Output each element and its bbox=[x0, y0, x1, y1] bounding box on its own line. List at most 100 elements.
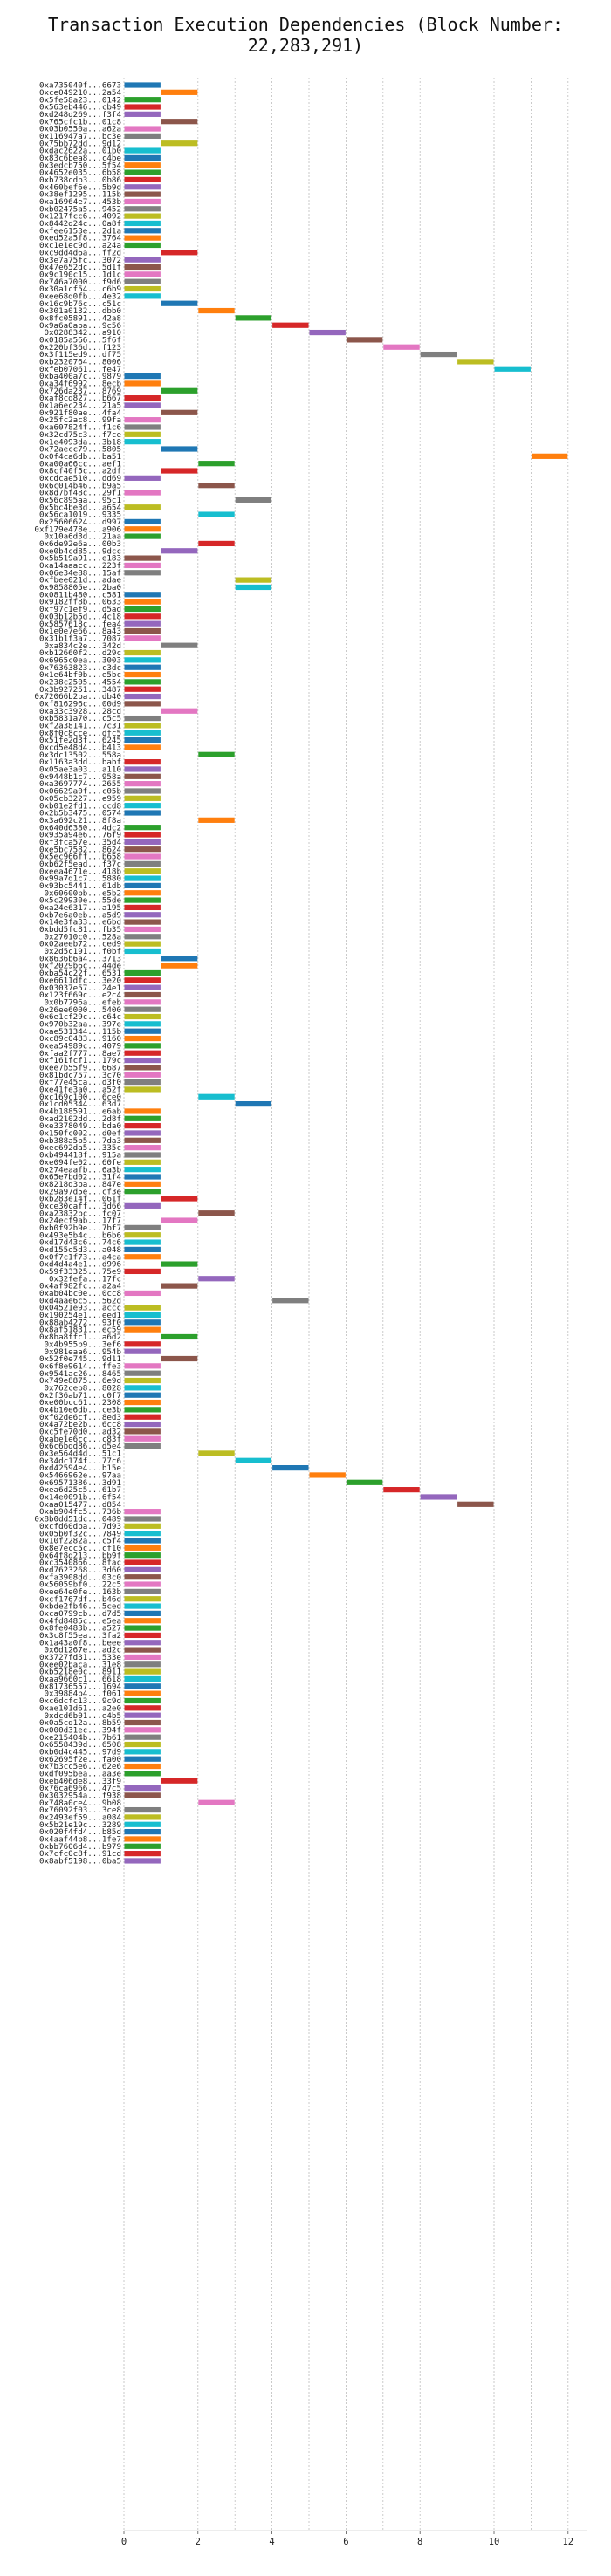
y-tick-label: 0x921f80ae...4fa4 bbox=[39, 408, 122, 418]
bar bbox=[124, 1246, 161, 1252]
bar bbox=[124, 1377, 161, 1384]
bar bbox=[161, 387, 198, 394]
y-tick-label: 0xcdcae510...dd69 bbox=[39, 474, 121, 483]
bar bbox=[124, 490, 161, 496]
bar bbox=[198, 1450, 235, 1456]
bar bbox=[124, 555, 161, 561]
y-tick-label: 0x020f4fd4...b85d bbox=[39, 1827, 121, 1837]
bar bbox=[124, 686, 161, 692]
bar bbox=[124, 1581, 161, 1587]
y-tick-label: 0xb7e6a0eb...a5d9 bbox=[39, 910, 121, 920]
bar bbox=[124, 1675, 161, 1682]
bar bbox=[198, 1276, 235, 1282]
y-tick-label: 0xa16964e7...453b bbox=[39, 197, 121, 207]
bar bbox=[124, 1843, 161, 1849]
y-tick-label: 0xec692da5...335c bbox=[39, 1143, 121, 1153]
y-tick-label: 0x8e7ecc5c...cf10 bbox=[39, 1544, 121, 1553]
bar bbox=[124, 599, 161, 605]
bar bbox=[124, 1523, 161, 1529]
bar bbox=[124, 934, 161, 940]
y-tick-label: 0x3dc13502...558a bbox=[39, 750, 121, 760]
bar bbox=[124, 1348, 161, 1354]
y-tick-label: 0xc89c0483...9160 bbox=[39, 1034, 121, 1044]
bar bbox=[124, 803, 161, 809]
y-tick-label: 0xaa9660c1...6618 bbox=[39, 1675, 121, 1684]
y-tick-labels: 0xa735040f...66730xce049210...2a540x5fe5… bbox=[34, 81, 121, 1867]
y-tick-label: 0xe6611dfc...3e20 bbox=[39, 976, 121, 985]
y-tick-label: 0x65e7bd02...31f4 bbox=[39, 1173, 122, 1182]
y-tick-label: 0x88ab4272...93f0 bbox=[39, 1318, 121, 1327]
bar bbox=[161, 1217, 198, 1223]
bar bbox=[124, 744, 161, 750]
y-tick-label: 0x1a43a0f8...beee bbox=[39, 1638, 121, 1648]
y-tick-label: 0xfaa2f777...8ae7 bbox=[39, 1049, 121, 1058]
y-tick-label: 0xb02475a5...9452 bbox=[39, 204, 121, 214]
y-tick-label: 0x4af982fc...a2a4 bbox=[39, 1282, 122, 1291]
y-tick-label: 0x9858805e...2ba0 bbox=[39, 583, 121, 593]
bar bbox=[161, 300, 198, 306]
y-tick-label: 0xb5218e0c...8911 bbox=[39, 1668, 121, 1677]
bar bbox=[309, 1472, 346, 1478]
bar bbox=[124, 613, 161, 620]
y-tick-label: 0x749e8875...6e9d bbox=[39, 1376, 121, 1386]
bar bbox=[235, 497, 272, 503]
bar bbox=[124, 1312, 161, 1319]
bar bbox=[161, 250, 198, 256]
bar bbox=[124, 1727, 161, 1733]
y-tick-label: 0xb5831a70...c5c5 bbox=[39, 714, 121, 723]
bar bbox=[124, 526, 161, 532]
y-tick-label: 0x64f8d213...bb9f bbox=[39, 1551, 121, 1560]
y-tick-label: 0x1e64bf0b...e5bc bbox=[39, 670, 121, 680]
bar bbox=[124, 1574, 161, 1580]
bar bbox=[124, 1006, 161, 1012]
bar bbox=[124, 860, 161, 867]
bar bbox=[235, 1457, 272, 1463]
y-tick-label: 0x5c29930e...55de bbox=[39, 896, 121, 906]
y-tick-label: 0x8218d3ba...847e bbox=[39, 1180, 121, 1189]
y-tick-label: 0x3e7a75fc...3072 bbox=[39, 256, 121, 265]
y-tick-label: 0x99a7d1c7...5880 bbox=[39, 874, 121, 884]
y-tick-label: 0x2493ef59...a084 bbox=[39, 1813, 122, 1823]
y-tick-label: 0x5bc4be3d...a654 bbox=[39, 503, 122, 512]
bar bbox=[124, 1239, 161, 1245]
bar bbox=[124, 1640, 161, 1646]
bar bbox=[124, 1545, 161, 1551]
bar bbox=[124, 1697, 161, 1704]
bar bbox=[124, 649, 161, 656]
y-tick-label: 0xa834c2e...342d bbox=[44, 641, 121, 651]
bar bbox=[124, 1552, 161, 1559]
y-tick-label: 0xd42594e4...b15e bbox=[39, 1463, 121, 1473]
y-tick-label: 0xe094fe02...60fe bbox=[39, 1158, 121, 1168]
bar bbox=[272, 1298, 309, 1304]
y-tick-label: 0x1e0e7e66...8a43 bbox=[39, 627, 121, 636]
bar bbox=[124, 999, 161, 1005]
grid-lines bbox=[123, 78, 569, 2531]
bar bbox=[124, 1566, 161, 1572]
bar bbox=[124, 1771, 161, 1777]
bar bbox=[124, 948, 161, 955]
y-tick-label: 0x190254e1...eed1 bbox=[39, 1311, 121, 1320]
bar bbox=[383, 1487, 420, 1493]
y-tick-label: 0xaa015477...d854 bbox=[39, 1500, 122, 1510]
y-tick-label: 0x25fc2ac8...99fa bbox=[39, 415, 121, 425]
bar bbox=[124, 1137, 161, 1143]
y-tick-label: 0xbde2fb46...5ced bbox=[39, 1602, 121, 1612]
bar bbox=[124, 1683, 161, 1689]
bar bbox=[124, 1851, 161, 1857]
bar bbox=[124, 839, 161, 845]
bar bbox=[124, 104, 161, 110]
y-tick-label: 0x726da237...8769 bbox=[39, 387, 121, 396]
bar bbox=[124, 1407, 161, 1413]
x-tick-labels: 0 2 4 6 8 10 12 bbox=[121, 2531, 573, 2547]
y-tick-label: 0x3a692c21...8f8a bbox=[39, 816, 121, 826]
y-tick-label: 0xb738cdb3...0b86 bbox=[39, 175, 121, 185]
bar bbox=[124, 417, 161, 423]
bar bbox=[124, 1268, 161, 1275]
bar bbox=[124, 1741, 161, 1748]
y-tick-label: 0x116947a7...bc3e bbox=[39, 132, 121, 141]
y-tick-label: 0x274eaafb...6a3b bbox=[39, 1165, 121, 1175]
y-tick-label: 0xf2a38141...7c31 bbox=[39, 722, 121, 731]
y-tick-label: 0x0288342...a910 bbox=[44, 328, 121, 338]
y-tick-label: 0xee02baca...31e8 bbox=[39, 1660, 121, 1669]
bar bbox=[124, 431, 161, 437]
